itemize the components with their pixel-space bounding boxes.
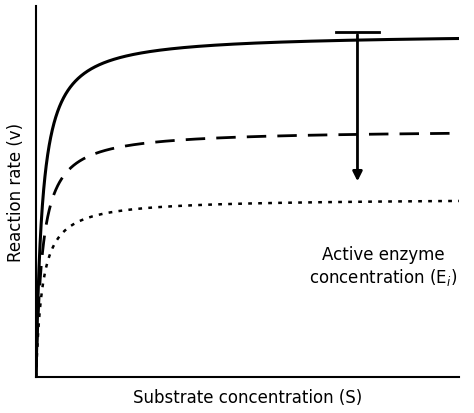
X-axis label: Substrate concentration (S): Substrate concentration (S) — [133, 388, 362, 406]
Text: Active enzyme
concentration (E$_i$): Active enzyme concentration (E$_i$) — [309, 245, 457, 287]
Y-axis label: Reaction rate (v): Reaction rate (v) — [7, 123, 25, 261]
